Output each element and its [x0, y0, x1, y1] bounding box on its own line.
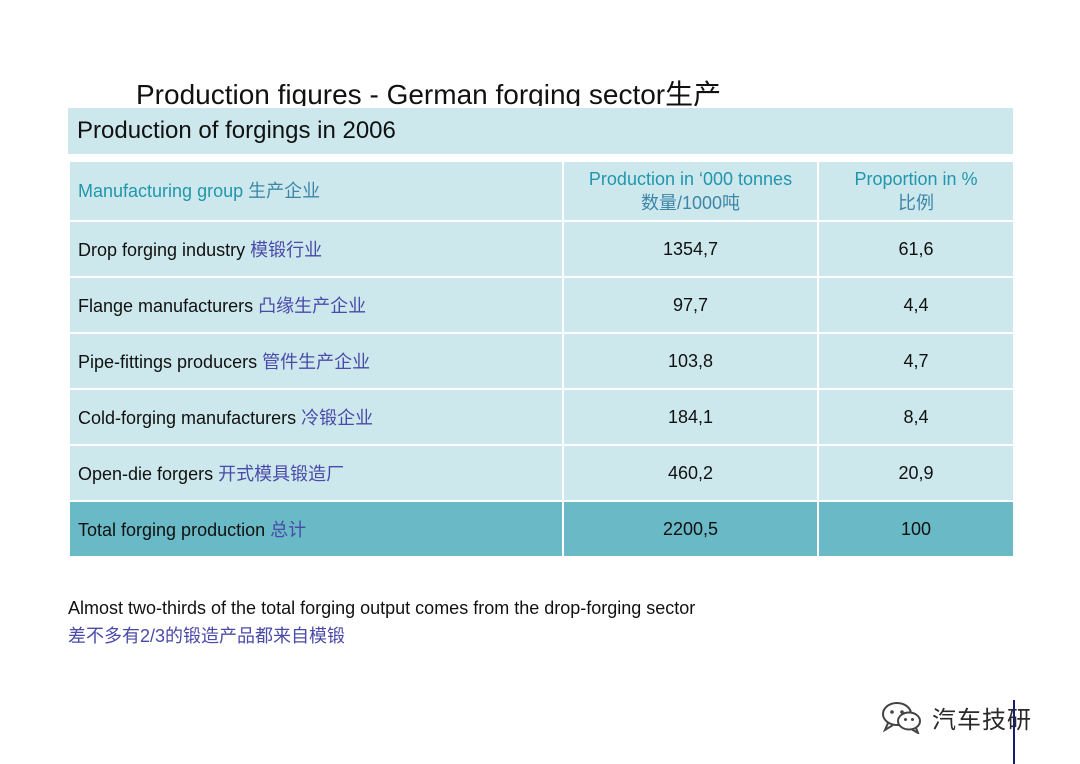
group-name-en: Pipe-fittings producers	[78, 352, 258, 372]
slide-title: Production figures - German forging sect…	[136, 76, 721, 106]
header-manufacturing-group: Manufacturing group 生产企业	[68, 160, 564, 222]
group-name-en: Flange manufacturers	[78, 296, 254, 316]
header-production-en: Production in ‘000 tonnes	[588, 169, 793, 189]
footnote-zh: 差不多有2/3的锻造产品都来自模锻	[68, 626, 346, 646]
production-value: 184,1	[562, 388, 819, 446]
total-production-value: 2200,5	[562, 500, 819, 558]
header-group-en: Manufacturing group	[78, 181, 244, 201]
table-row: Cold-forging manufacturers 冷锻企业 184,1 8,…	[68, 388, 1015, 446]
group-cell: Cold-forging manufacturers 冷锻企业	[68, 388, 564, 446]
table-caption: Production of forgings in 2006	[68, 108, 1013, 154]
group-name-zh: 凸缘生产企业	[258, 296, 367, 316]
group-cell: Pipe-fittings producers 管件生产企业	[68, 332, 564, 390]
proportion-value: 4,7	[817, 332, 1015, 390]
forging-production-table: Manufacturing group 生产企业 Production in ‘…	[68, 160, 1015, 558]
proportion-value: 8,4	[817, 388, 1015, 446]
group-cell: Flange manufacturers 凸缘生产企业	[68, 276, 564, 334]
table-header-row: Manufacturing group 生产企业 Production in ‘…	[68, 160, 1015, 222]
table-row: Drop forging industry 模锻行业 1354,7 61,6	[68, 220, 1015, 278]
group-name-zh: 管件生产企业	[262, 352, 371, 372]
group-name-zh: 模锻行业	[250, 240, 323, 260]
group-name-zh: 开式模具锻造厂	[218, 464, 345, 484]
header-proportion-en: Proportion in %	[854, 169, 978, 189]
slide-title-zh: 生产	[665, 78, 722, 106]
table-row: Flange manufacturers 凸缘生产企业 97,7 4,4	[68, 276, 1015, 334]
total-label-cell: Total forging production 总计	[68, 500, 564, 558]
group-name-en: Open-die forgers	[78, 464, 214, 484]
proportion-value: 61,6	[817, 220, 1015, 278]
slide-title-en: Production figures - German forging sect…	[136, 79, 666, 106]
watermark-text: 汽车技研	[932, 706, 1032, 734]
proportion-value: 20,9	[817, 444, 1015, 502]
total-label-zh: 总计	[270, 520, 307, 540]
group-name-zh: 冷锻企业	[301, 408, 374, 428]
production-value: 1354,7	[562, 220, 819, 278]
footnote-en: Almost two-thirds of the total forging o…	[68, 598, 696, 618]
table-row: Open-die forgers 开式模具锻造厂 460,2 20,9	[68, 444, 1015, 502]
header-group-zh: 生产企业	[248, 181, 321, 201]
header-proportion-zh: 比例	[898, 193, 934, 213]
production-value: 97,7	[562, 276, 819, 334]
text-cursor-line	[1013, 700, 1015, 764]
total-proportion-value: 100	[817, 500, 1015, 558]
total-label-en: Total forging production	[78, 520, 266, 540]
group-cell: Open-die forgers 开式模具锻造厂	[68, 444, 564, 502]
wechat-icon	[882, 702, 921, 734]
header-production-zh: 数量/1000吨	[640, 193, 741, 213]
header-production: Production in ‘000 tonnes 数量/1000吨	[562, 160, 819, 222]
group-cell: Drop forging industry 模锻行业	[68, 220, 564, 278]
production-value: 103,8	[562, 332, 819, 390]
production-value: 460,2	[562, 444, 819, 502]
watermark: 汽车技研	[880, 700, 1032, 734]
header-proportion: Proportion in % 比例	[817, 160, 1015, 222]
table-row: Pipe-fittings producers 管件生产企业 103,8 4,7	[68, 332, 1015, 390]
proportion-value: 4,4	[817, 276, 1015, 334]
total-row: Total forging production 总计 2200,5 100	[68, 500, 1015, 558]
group-name-en: Cold-forging manufacturers	[78, 408, 297, 428]
footnote: Almost two-thirds of the total forging o…	[68, 594, 695, 650]
group-name-en: Drop forging industry	[78, 240, 246, 260]
